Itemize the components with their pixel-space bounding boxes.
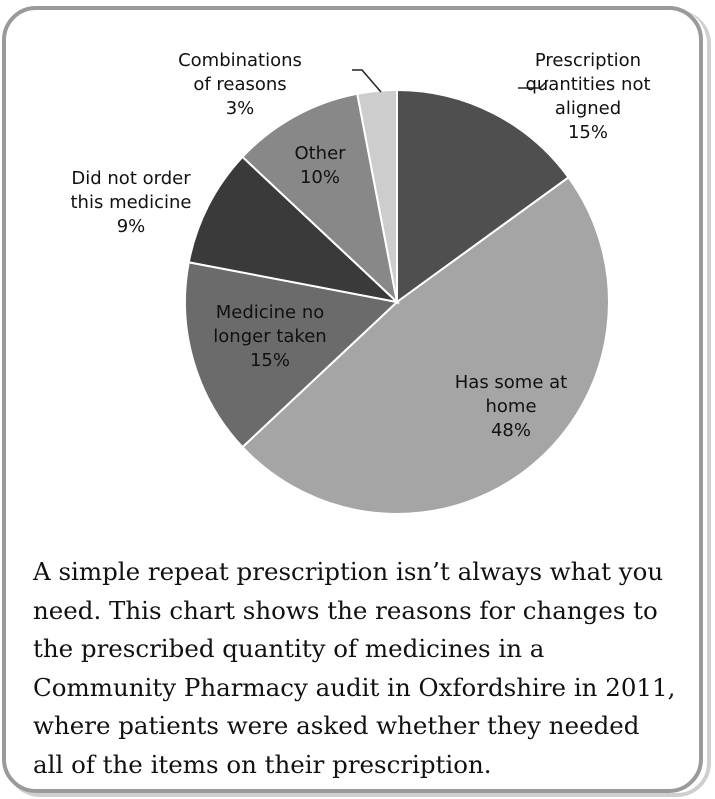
slice-category-label: home: [485, 396, 536, 417]
leader-line-combinations: [352, 69, 382, 93]
slice-category-label: this medicine: [71, 192, 192, 213]
slice-category-label: Has some at: [455, 372, 567, 393]
pie-slice-3: [184, 261, 400, 449]
slice-labels: Prescription quantities not aligned 15% Has …: [71, 50, 651, 441]
slice-label-5: Other 10%: [294, 143, 346, 188]
slice-value-label: 15%: [568, 122, 608, 143]
slice-category-label: quantities not: [525, 74, 650, 95]
caption-line-3: the prescribed quantity of medicines in …: [33, 634, 545, 663]
frame-shadow: [6, 10, 711, 797]
slice-category-label: Did not order: [71, 168, 191, 189]
slice-category-label: of reasons: [193, 74, 286, 95]
slice-category-label: aligned: [555, 98, 621, 119]
slice-value-label: 9%: [117, 216, 146, 237]
slice-value-label: 10%: [300, 167, 340, 188]
slice-label-1: Prescription quantities not aligned 15%: [525, 50, 650, 143]
slice-label-6: Combinations of reasons 3%: [178, 50, 302, 119]
slice-category-label: Prescription: [535, 50, 641, 71]
slice-value-label: 48%: [491, 420, 531, 441]
pie-slice-2: [241, 175, 610, 515]
slice-category-label: Other: [294, 143, 346, 164]
leader-lines: [352, 69, 549, 93]
slice-label-3: Medicine no longer taken 15%: [213, 302, 326, 371]
pie-slice-1: [396, 88, 570, 304]
caption-line-1: A simple repeat prescription isn’t alway…: [33, 557, 664, 586]
slice-category-label: Combinations: [178, 50, 302, 71]
caption-line-5: where patients were asked whether they n…: [33, 711, 640, 740]
pie-slices: [184, 88, 610, 515]
slice-category-label: longer taken: [213, 326, 326, 347]
slice-label-4: Did not order this medicine 9%: [71, 168, 192, 237]
pie-slice-6: [356, 88, 398, 303]
slice-label-2: Has some at home 48%: [455, 372, 567, 441]
caption-line-2: need. This chart shows the reasons for c…: [33, 595, 658, 625]
slice-value-label: 3%: [226, 98, 255, 119]
chart-caption: A simple repeat prescription isn’t alway…: [33, 553, 693, 784]
pie-chart: Prescription quantities not aligned 15% Has …: [71, 50, 651, 515]
pie-slice-5: [241, 92, 399, 305]
caption-line-6: all of the items on their prescription.: [33, 749, 492, 779]
leader-line-prescription: [518, 79, 549, 89]
pie-slice-4: [187, 155, 401, 304]
slice-category-label: Medicine no: [216, 302, 325, 323]
slice-value-label: 15%: [250, 350, 290, 371]
caption-line-4: Community Pharmacy audit in Oxfordshire …: [33, 672, 676, 702]
